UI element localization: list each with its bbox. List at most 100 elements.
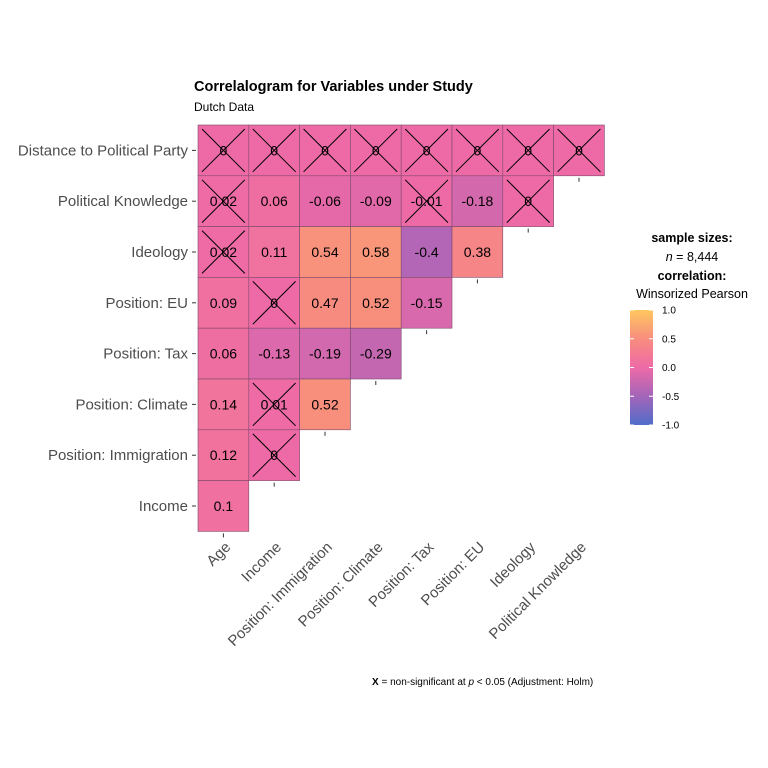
heatmap-cell: 0 xyxy=(248,429,300,481)
cell-value-label: -0.4 xyxy=(415,244,439,260)
cell-rect xyxy=(248,327,300,380)
legend: sample sizes: n = 8,444 correlation: Win… xyxy=(630,231,748,432)
legend-sample-label: sample sizes: xyxy=(651,231,732,245)
cell-value-label: 0.54 xyxy=(311,244,338,260)
cell-value-label: -0.13 xyxy=(258,346,290,362)
cell-value-label: -0.15 xyxy=(411,295,443,311)
heatmap-cell: -0.19 xyxy=(299,327,351,380)
y-tick-label: Position: Climate xyxy=(75,396,188,413)
cell-rect xyxy=(350,277,402,329)
cell-rect xyxy=(197,480,250,532)
chart-title: Correlalogram for Variables under Study xyxy=(194,79,473,95)
cell-rect xyxy=(350,175,402,227)
heatmap-cell: 0 xyxy=(553,124,605,177)
heatmap-cell: 0.12 xyxy=(197,429,250,481)
legend-tick-label: -0.5 xyxy=(662,392,680,403)
heatmap-cell: 0 xyxy=(502,124,554,177)
legend-n-value: = 8,444 xyxy=(673,250,719,264)
nonsignificant-cross-line xyxy=(557,128,601,173)
heatmap-cell: 0 xyxy=(299,124,351,177)
cell-rect xyxy=(299,378,351,431)
heatmap-cell: -0.15 xyxy=(400,277,453,329)
cell-value-label: -0.06 xyxy=(309,193,341,209)
chart-caption: X = non-significant at p < 0.05 (Adjustm… xyxy=(372,677,593,688)
heatmap-cell: 0.47 xyxy=(299,277,351,329)
cell-rect xyxy=(197,327,250,380)
cell-rect xyxy=(299,226,351,278)
cell-rect xyxy=(197,277,250,329)
heatmap-cell: -0.18 xyxy=(451,175,504,227)
cell-value-label: 0.38 xyxy=(464,244,491,260)
legend-n-symbol: n xyxy=(666,250,673,264)
heatmap-cell: -0.29 xyxy=(350,327,402,380)
chart-subtitle: Dutch Data xyxy=(194,100,254,114)
heatmap-cells: 000000000.020.06-0.06-0.09-0.01-0.1800.0… xyxy=(197,124,605,532)
cell-value-label: 0.09 xyxy=(210,295,237,311)
cell-rect xyxy=(248,175,300,227)
nonsignificant-cross-line xyxy=(303,128,347,173)
nonsignificant-cross-line xyxy=(252,128,296,173)
y-tick-label: Income xyxy=(139,498,188,515)
y-tick-label: Position: Tax xyxy=(103,346,188,363)
cell-value-label: -0.18 xyxy=(461,193,493,209)
cell-rect xyxy=(299,327,351,380)
nonsignificant-cross-line xyxy=(252,382,296,427)
cell-rect xyxy=(197,429,250,481)
cell-value-label: -0.19 xyxy=(309,346,341,362)
cell-value-label: 0.52 xyxy=(362,295,389,311)
legend-sample-size: n = 8,444 xyxy=(666,250,719,264)
y-tick-label: Position: Immigration xyxy=(48,447,188,464)
heatmap-cell: 0 xyxy=(197,124,250,177)
cell-value-label: 0.47 xyxy=(311,295,338,311)
cell-rect xyxy=(350,327,402,380)
legend-corr-method: Winsorized Pearson xyxy=(636,287,748,301)
cell-value-label: 0.58 xyxy=(362,244,389,260)
legend-colorbar xyxy=(630,310,653,425)
legend-tick-label: 0.0 xyxy=(662,363,676,374)
heatmap-cell: -0.06 xyxy=(299,175,351,227)
y-tick-label: Ideology xyxy=(131,244,188,261)
heatmap-cell: 0 xyxy=(502,175,554,227)
heatmap-cell: 0.11 xyxy=(248,226,300,278)
heatmap-cell: 0.01 xyxy=(248,378,300,431)
heatmap-cell: 0 xyxy=(248,277,300,329)
caption-text-b: < 0.05 (Adjustment: Holm) xyxy=(474,677,593,688)
heatmap-cell: 0.02 xyxy=(197,226,250,278)
nonsignificant-cross-line xyxy=(506,179,550,223)
heatmap-cell: 0.09 xyxy=(197,277,250,329)
heatmap-cell: 0.06 xyxy=(197,327,250,380)
legend-corr-label: correlation: xyxy=(658,269,727,283)
heatmap-cell: 0.02 xyxy=(197,175,250,227)
nonsignificant-cross-line xyxy=(201,179,246,223)
nonsignificant-cross-line xyxy=(455,128,500,173)
heatmap-cell: -0.13 xyxy=(248,327,300,380)
legend-tick-label: -1.0 xyxy=(662,421,680,432)
cell-value-label: -0.09 xyxy=(360,193,392,209)
x-tick-label: Age xyxy=(203,539,234,570)
heatmap-cell: 0 xyxy=(350,124,402,177)
heatmap-cell: 0.54 xyxy=(299,226,351,278)
nonsignificant-cross-line xyxy=(404,128,449,173)
cell-rect xyxy=(248,226,300,278)
cell-value-label: 0.1 xyxy=(214,498,234,514)
heatmap-cell: 0 xyxy=(400,124,453,177)
heatmap-cell: -0.09 xyxy=(350,175,402,227)
nonsignificant-cross-line xyxy=(404,179,449,223)
x-tick-label: Ideology xyxy=(487,538,539,590)
x-tick-label: Income xyxy=(238,539,285,586)
heatmap-cell: 0.38 xyxy=(451,226,504,278)
heatmap-cell: 0.1 xyxy=(197,480,250,532)
heatmap-cell: 0.06 xyxy=(248,175,300,227)
heatmap-cell: -0.4 xyxy=(400,226,453,278)
cell-rect xyxy=(299,277,351,329)
heatmap-cell: 0 xyxy=(248,124,300,177)
cell-rect xyxy=(400,226,453,278)
nonsignificant-cross-line xyxy=(354,128,398,173)
heatmap-cell: 0.14 xyxy=(197,378,250,431)
heatmap-cell: 0 xyxy=(451,124,504,177)
legend-tick-label: 0.5 xyxy=(662,334,676,345)
heatmap-cell: 0.52 xyxy=(350,277,402,329)
caption-p-symbol: p xyxy=(467,677,474,688)
nonsignificant-cross-line xyxy=(252,433,296,477)
